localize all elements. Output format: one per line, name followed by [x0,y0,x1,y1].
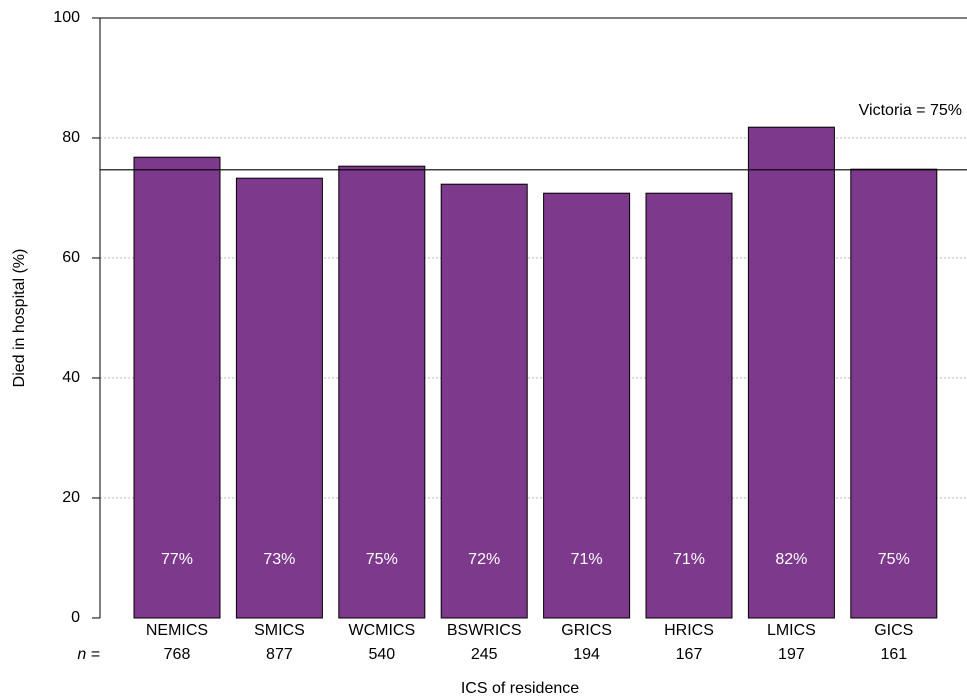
bar [338,165,426,619]
bar [645,192,733,619]
y-tick-label: 100 [53,9,80,26]
bar [235,177,323,619]
bar [747,126,835,619]
value-label: 71% [571,551,603,568]
n-label: n = [77,646,100,663]
x-axis-title: ICS of residence [461,680,579,697]
value-label: 75% [366,551,398,568]
x-tick-label: HRICS [664,622,714,639]
bar [850,168,938,619]
value-label: 71% [673,551,705,568]
x-tick-label: GICS [874,622,913,639]
n-value: 197 [778,646,805,663]
value-label: 82% [775,551,807,568]
y-axis-title: Died in hospital (%) [11,249,28,388]
y-tick-label: 60 [62,249,80,266]
x-tick-label: SMICS [254,622,305,639]
n-value: 167 [676,646,703,663]
bar [440,183,528,619]
reference-label: Victoria = 75% [859,102,962,119]
bar [133,156,221,619]
x-tick-label: LMICS [767,622,816,639]
value-label: 72% [468,551,500,568]
y-tick-label: 20 [62,489,80,506]
n-value: 161 [880,646,907,663]
x-tick-label: GRICS [561,622,612,639]
n-value: 540 [368,646,395,663]
x-tick-label: BSWRICS [447,622,522,639]
y-tick-label: 80 [62,129,80,146]
value-label: 77% [161,551,193,568]
bar [543,192,631,619]
n-value: 768 [164,646,191,663]
n-value: 194 [573,646,600,663]
value-label: 73% [263,551,295,568]
n-value: 877 [266,646,293,663]
n-value: 245 [471,646,498,663]
x-tick-label: WCMICS [348,622,415,639]
y-tick-label: 0 [71,609,80,626]
value-label: 75% [878,551,910,568]
x-tick-label: NEMICS [146,622,208,639]
y-tick-label: 40 [62,369,80,386]
